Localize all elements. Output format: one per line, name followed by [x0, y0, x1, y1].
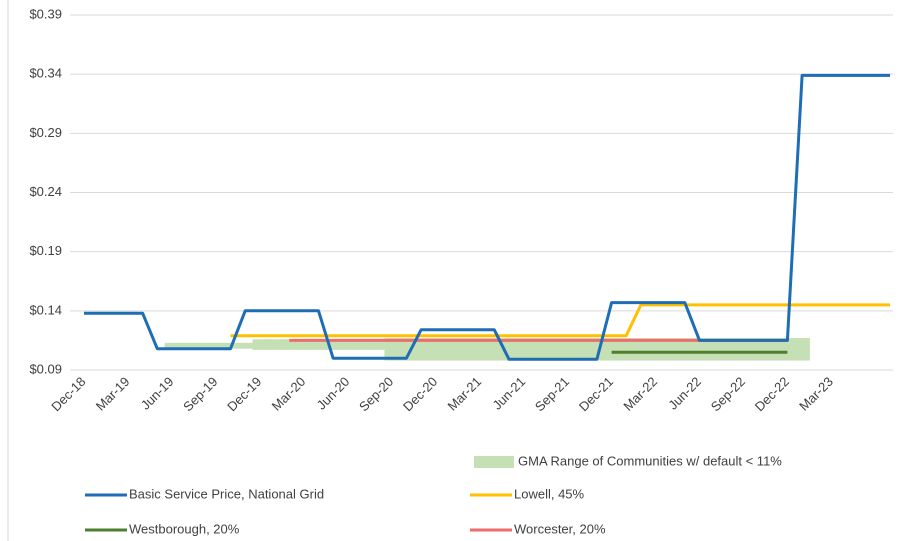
range-band [355, 339, 371, 350]
range-band [530, 338, 547, 361]
y-tick-label: $0.24 [29, 184, 62, 199]
x-tick-label: Dec-19 [224, 374, 264, 414]
x-tick-label: Dec-21 [576, 374, 616, 414]
x-tick-label: Mar-22 [620, 374, 660, 414]
x-tick-label: Sep-20 [356, 374, 396, 414]
legend-label: Westborough, 20% [129, 521, 240, 536]
x-tick-label: Mar-21 [444, 374, 484, 414]
range-band [413, 338, 429, 361]
range-band [399, 338, 415, 361]
series-line [84, 73, 890, 361]
x-tick-label: Sep-19 [180, 374, 220, 414]
legend-label: Basic Service Price, National Grid [129, 486, 324, 501]
x-tick-label: Dec-22 [752, 374, 792, 414]
range-band [487, 338, 503, 361]
range-band [296, 339, 312, 350]
range-band [633, 338, 649, 361]
range-band [648, 338, 664, 361]
x-tick-label: Jun-22 [665, 374, 704, 413]
legend-label: Worcester, 20% [514, 521, 606, 536]
range-band [765, 338, 781, 361]
legend-label: GMA Range of Communities w/ default < 11… [518, 453, 782, 468]
x-tick-label: Sep-21 [532, 374, 572, 414]
range-band [560, 338, 576, 361]
range-band [677, 338, 693, 361]
range-band [472, 338, 488, 361]
y-tick-label: $0.39 [29, 6, 62, 21]
x-tick-label: Mar-20 [269, 374, 309, 414]
x-tick-label: Jun-20 [314, 374, 353, 413]
range-band [662, 338, 679, 361]
range-band [252, 339, 268, 350]
range-band [780, 338, 796, 361]
range-band [325, 339, 341, 350]
y-tick-label: $0.14 [29, 302, 62, 317]
y-tick-label: $0.19 [29, 243, 62, 258]
range-band [794, 338, 810, 361]
x-tick-label: Dec-18 [48, 374, 88, 414]
range-band [281, 339, 297, 350]
range-band [574, 338, 591, 361]
range-band [179, 342, 195, 349]
y-tick-label: $0.34 [29, 66, 62, 81]
y-tick-label: $0.29 [29, 125, 62, 140]
range-band [443, 338, 459, 361]
x-tick-label: Jun-21 [489, 374, 528, 413]
range-band [692, 338, 708, 361]
x-tick-label: Dec-20 [400, 374, 440, 414]
legend-swatch [474, 456, 514, 468]
y-tick-label: $0.09 [29, 361, 62, 376]
range-band [457, 338, 473, 361]
range-band [721, 338, 737, 361]
range-band [545, 338, 561, 361]
range-band [340, 339, 356, 350]
range-band [267, 339, 283, 350]
range-band [736, 338, 752, 361]
range-band [706, 338, 722, 361]
legend: GMA Range of Communities w/ default < 11… [85, 453, 782, 536]
x-tick-label: Mar-19 [93, 374, 133, 414]
x-tick-label: Sep-22 [708, 374, 748, 414]
range-band [750, 338, 766, 361]
x-tick-label: Jun-19 [138, 374, 177, 413]
range-band [164, 342, 180, 349]
range-band [237, 342, 254, 349]
range-band [428, 338, 444, 361]
range-band [311, 339, 327, 350]
series-line [230, 303, 890, 338]
range-band [369, 339, 385, 350]
range-band [516, 338, 532, 361]
range-band [384, 338, 400, 361]
legend-label: Lowell, 45% [514, 486, 585, 501]
range-band [193, 342, 210, 349]
range-band [604, 338, 620, 361]
x-tick-label: Mar-23 [796, 374, 836, 414]
range-band [208, 342, 224, 349]
range-band [618, 338, 635, 361]
